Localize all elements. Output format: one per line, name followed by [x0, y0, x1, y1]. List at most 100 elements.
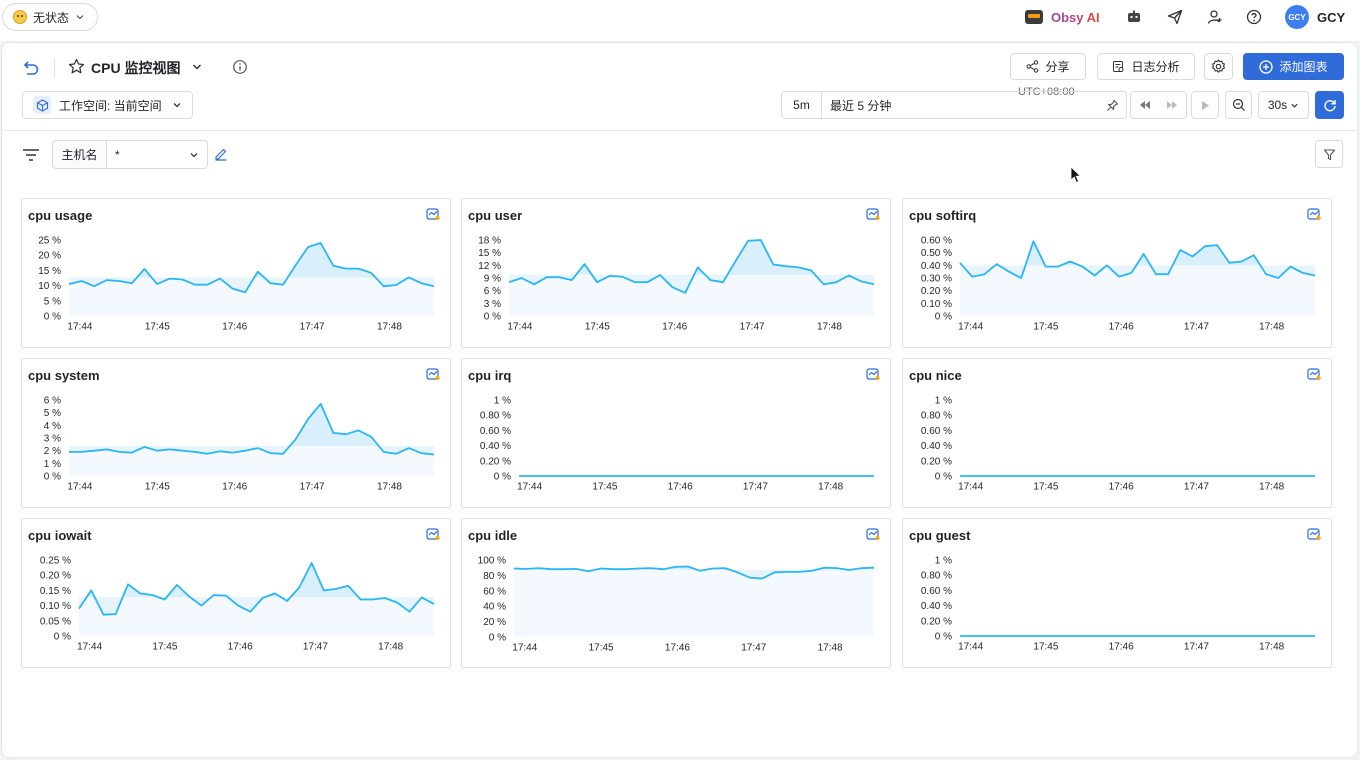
y-tick-label: 0.80 % [480, 411, 511, 422]
y-tick-label: 0.05 % [40, 616, 71, 627]
quick-range-button[interactable]: 5m [782, 92, 822, 118]
chart-type-icon[interactable] [866, 208, 880, 224]
add-chart-button[interactable]: 添加图表 [1243, 53, 1344, 80]
chart-panel[interactable]: cpu usage 25 % 20 % 15 % 10 % 5 % 0 % 17:44 17:4… [21, 198, 451, 348]
x-tick-label: 17:44 [958, 642, 983, 653]
y-tick-label: 0.40 % [921, 441, 952, 452]
x-tick-label: 17:46 [1109, 322, 1134, 333]
y-tick-label: 2 % [44, 446, 61, 457]
chart-panel[interactable]: cpu iowait 0.25 % 0.20 % 0.15 % 0.10 % 0.05 %… [21, 518, 451, 668]
log-analysis-label: 日志分析 [1131, 60, 1180, 74]
send-icon[interactable] [1164, 6, 1186, 28]
star-icon[interactable] [68, 58, 85, 78]
dashboard-header: CPU 监控视图 分享 日志分析 添加图表 工作空间: 当前空间 [2, 43, 1357, 131]
status-label: 无状态 [33, 10, 70, 25]
y-tick-label: 0.80 % [921, 571, 952, 582]
y-tick-label: 0 % [484, 312, 501, 323]
chart-type-icon[interactable] [426, 368, 440, 384]
filter-list-icon[interactable] [22, 148, 40, 165]
y-tick-label: 3 % [44, 434, 61, 445]
edit-icon[interactable] [214, 147, 228, 164]
fast-forward-icon[interactable] [1159, 100, 1187, 110]
chart-svg: 1 % 0.80 % 0.60 % 0.40 % 0.20 % 0 % 17:44 17:45… [921, 556, 1315, 653]
chart-panel[interactable]: cpu system 6 % 5 % 4 % 3 % 2 % 1 % 0 % 17:44 17:4… [21, 358, 451, 508]
refresh-button[interactable] [1315, 91, 1344, 119]
x-tick-label: 17:46 [228, 642, 253, 653]
share-label: 分享 [1045, 60, 1070, 74]
series-band [514, 569, 874, 637]
title-chevron-down-icon[interactable] [191, 61, 203, 76]
settings-button[interactable] [1204, 53, 1233, 80]
x-tick-label: 17:47 [300, 482, 325, 493]
chart-type-icon[interactable] [1307, 368, 1321, 384]
chart-title: cpu idle [468, 528, 518, 543]
y-tick-label: 0.80 % [921, 411, 952, 422]
chart-type-icon[interactable] [1307, 208, 1321, 224]
x-tick-label: 17:48 [1259, 322, 1284, 333]
x-tick-label: 17:44 [67, 322, 92, 333]
chart-panel[interactable]: cpu user 18 % 15 % 12 % 9 % 6 % 3 % 0 % 17:44 17:… [461, 198, 891, 348]
chart-type-icon[interactable] [426, 208, 440, 224]
avatar: GCY [1285, 5, 1309, 29]
refresh-icon [1323, 100, 1336, 112]
chart-type-icon[interactable] [866, 368, 880, 384]
y-tick-label: 0.10 % [921, 299, 952, 310]
chart-panel[interactable]: cpu guest 1 % 0.80 % 0.60 % 0.40 % 0.20 % 0 % 1… [902, 518, 1332, 668]
x-tick-label: 17:46 [662, 322, 687, 333]
y-tick-label: 0.60 % [480, 426, 511, 437]
back-icon[interactable] [22, 59, 40, 77]
y-tick-label: 60 % [483, 586, 506, 597]
rewind-icon[interactable] [1131, 100, 1159, 110]
share-button[interactable]: 分享 [1010, 53, 1086, 80]
pin-icon[interactable] [1098, 99, 1126, 112]
y-tick-label: 0 % [54, 632, 71, 643]
chart-panel[interactable]: cpu softirq 0.60 % 0.50 % 0.40 % 0.30 % 0.20 … [902, 198, 1332, 348]
y-tick-label: 0.10 % [40, 601, 71, 612]
zoom-out-button[interactable] [1225, 91, 1252, 119]
chart-type-icon[interactable] [866, 528, 880, 544]
x-tick-label: 17:45 [592, 482, 617, 493]
obsy-ai-button[interactable]: Obsy AI [1025, 0, 1100, 34]
y-tick-label: 0.20 % [921, 616, 952, 627]
host-value: * [115, 147, 120, 162]
bot-icon[interactable] [1123, 6, 1145, 28]
series-line [959, 240, 1316, 279]
y-tick-label: 15 % [478, 248, 501, 259]
workspace-selector[interactable]: 工作空间: 当前空间 [22, 91, 193, 119]
series-line [69, 402, 435, 456]
plus-circle-icon [1259, 59, 1274, 74]
chart-panel[interactable]: cpu nice 1 % 0.80 % 0.60 % 0.40 % 0.20 % 0 % 17… [902, 358, 1332, 508]
add-user-icon[interactable] [1204, 6, 1226, 28]
chart-panel[interactable]: cpu idle 100 % 80 % 60 % 40 % 20 % 0 % 17:44 17:… [461, 518, 891, 668]
series-line [508, 239, 875, 294]
series-band [69, 445, 434, 476]
y-tick-label: 0.50 % [921, 248, 952, 259]
y-tick-label: 0.40 % [921, 601, 952, 612]
status-selector[interactable]: 无状态 [2, 3, 99, 31]
chart-title: cpu usage [28, 208, 93, 223]
x-tick-label: 17:47 [300, 322, 325, 333]
chart-svg: 0.25 % 0.20 % 0.15 % 0.10 % 0.05 % 0 % 17:44 17… [40, 556, 435, 653]
x-tick-label: 17:45 [1033, 322, 1058, 333]
info-icon[interactable] [232, 59, 248, 78]
user-menu[interactable]: GCY GCY [1285, 0, 1345, 34]
host-select[interactable]: * [106, 140, 208, 169]
log-analysis-button[interactable]: 日志分析 [1097, 53, 1195, 80]
play-button[interactable] [1191, 91, 1219, 119]
series-band [79, 597, 434, 636]
x-tick-label: 17:46 [1109, 642, 1134, 653]
x-tick-label: 17:47 [303, 642, 328, 653]
time-range-picker[interactable]: 5m 最近 5 分钟 [781, 91, 1127, 119]
chart-svg: 100 % 80 % 60 % 40 % 20 % 0 % 17:44 17:45 17:46 1… [478, 556, 875, 654]
x-tick-label: 17:44 [517, 482, 542, 493]
help-icon[interactable] [1243, 6, 1265, 28]
refresh-interval-select[interactable]: 30s [1258, 91, 1309, 119]
chart-panel[interactable]: cpu irq 1 % 0.80 % 0.60 % 0.40 % 0.20 % 0 % 17:… [461, 358, 891, 508]
filter-button[interactable] [1315, 140, 1343, 168]
series-band [960, 265, 1315, 316]
chevron-down-icon [76, 15, 84, 20]
chart-type-icon[interactable] [1307, 528, 1321, 544]
chart-type-icon[interactable] [426, 528, 440, 544]
chevron-down-icon [173, 103, 181, 108]
x-tick-label: 17:47 [1184, 482, 1209, 493]
